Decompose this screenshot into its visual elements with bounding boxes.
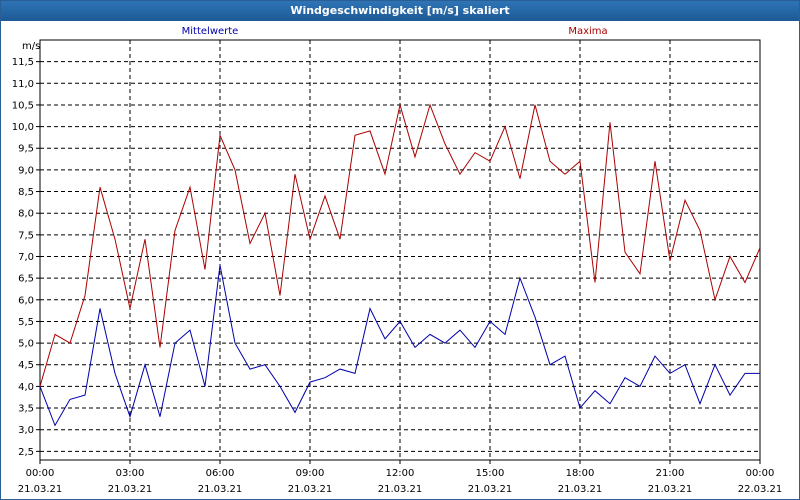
x-tick-time: 12:00 [386,468,415,479]
x-tick-time: 06:00 [206,468,235,479]
x-tick-date: 21.03.21 [288,484,333,495]
y-tick-label: 2,5 [18,447,34,458]
y-tick-label: 7,5 [18,230,34,241]
y-tick-label: 10,0 [12,122,34,133]
window-title: Windgeschwindigkeit [m/s] skaliert [1,1,799,21]
x-tick-time: 21:00 [656,468,685,479]
y-tick-label: 8,5 [18,187,34,198]
series-line-maxima [39,103,761,387]
x-tick-date: 21.03.21 [378,484,423,495]
x-tick-time: 18:00 [566,468,595,479]
x-tick-date: 21.03.21 [468,484,513,495]
x-tick-time: 09:00 [296,468,325,479]
y-axis-ticks: 2,5 3,0 3,5 4,0 4,5 5,0 5,5 6,0 6,5 7,0 7,5 8,0 8,5 9… [12,57,40,458]
y-tick-label: 4,5 [18,360,34,371]
y-tick-label: 3,5 [18,404,34,415]
x-tick-date: 21.03.21 [648,484,693,495]
y-tick-label: 9,0 [18,165,34,176]
y-tick-label: 4,0 [18,382,34,393]
series-line-mittelwerte [39,265,760,427]
series-lines [39,103,761,427]
y-tick-label: 5,0 [18,339,34,350]
x-tick-time: 03:00 [116,468,145,479]
x-tick-date: 21.03.21 [18,484,63,495]
y-tick-label: 7,0 [18,252,34,263]
y-tick-label: 6,5 [18,274,34,285]
y-tick-label: 6,0 [18,295,34,306]
x-tick-time: 00:00 [746,468,775,479]
y-tick-label: 10,5 [12,100,34,111]
x-tick-date: 21.03.21 [558,484,603,495]
y-tick-label: 5,5 [18,317,34,328]
x-axis-ticks: 00:00 21.03.21 03:00 21.03.21 06:00 21.03.21 0… [18,460,783,495]
x-tick-time: 15:00 [476,468,505,479]
x-tick-time: 00:00 [26,468,55,479]
y-axis-unit: m/s [22,41,40,52]
x-tick-date: 21.03.21 [198,484,243,495]
x-tick-date: 22.03.21 [738,484,783,495]
y-tick-label: 9,5 [18,144,34,155]
y-tick-label: 11,5 [12,57,34,68]
y-tick-label: 8,0 [18,209,34,220]
legend-mittelwerte: Mittelwerte [182,26,239,37]
y-tick-label: 11,0 [12,79,34,90]
legend-maxima: Maxima [568,26,607,37]
y-tick-label: 3,0 [18,425,34,436]
x-tick-date: 21.03.21 [108,484,153,495]
